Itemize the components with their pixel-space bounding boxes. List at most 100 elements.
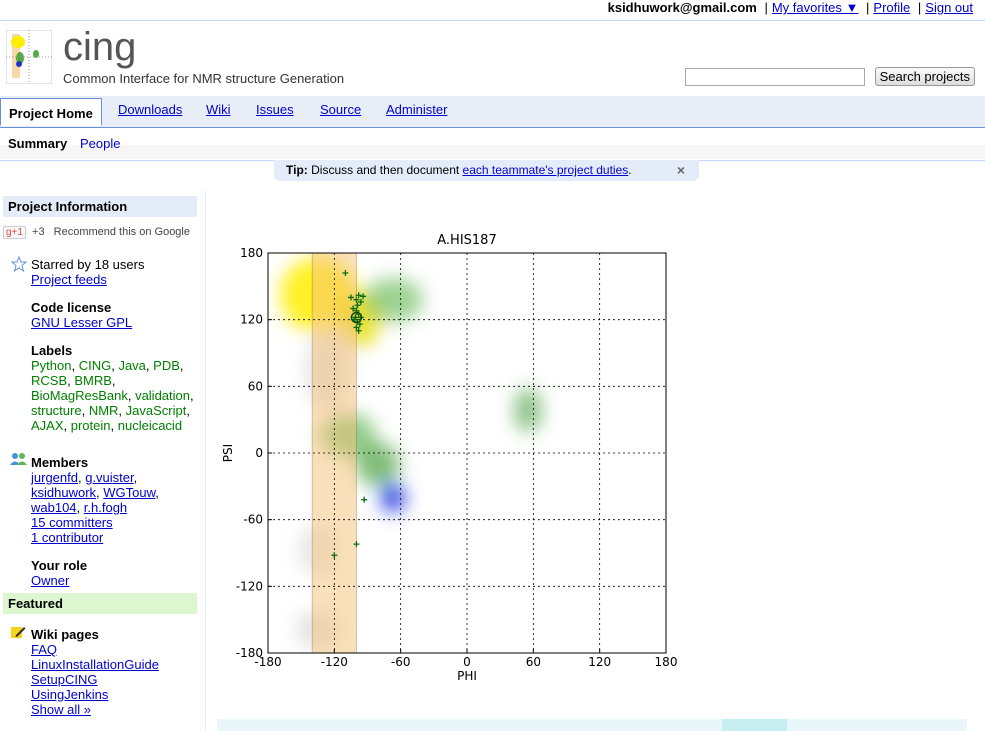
label-link[interactable]: CING: [78, 358, 112, 373]
x-axis-label: PHI: [457, 669, 477, 683]
wiki-link-faq[interactable]: FAQ: [31, 642, 58, 657]
data-point: [360, 293, 367, 300]
label-link[interactable]: Python: [31, 358, 72, 373]
wiki-pencil-icon: [11, 627, 26, 638]
sign-out-link[interactable]: Sign out: [925, 0, 973, 15]
search-box: Search projects: [685, 67, 975, 86]
x-tick-labels: -180 -120 -60 0 60 120 180: [254, 649, 677, 669]
members-icon: [10, 453, 27, 465]
tip-text: Discuss and then document: [307, 163, 463, 177]
member-link[interactable]: ksidhuwork: [31, 485, 97, 500]
code-license-link[interactable]: GNU Lesser GPL: [31, 315, 133, 330]
grid-lines: [268, 253, 666, 653]
subtab-people[interactable]: People: [80, 136, 121, 151]
tab-project-home[interactable]: Project Home: [0, 98, 102, 126]
member-link[interactable]: jurgenfd: [31, 470, 78, 485]
google-plus-count: +3: [32, 226, 45, 238]
project-logo[interactable]: [6, 30, 52, 84]
label-link[interactable]: RCSB: [31, 373, 68, 388]
role-link[interactable]: Owner: [31, 573, 70, 588]
y-tick-label: 60: [248, 379, 263, 393]
tab-wiki[interactable]: Wiki: [206, 102, 231, 117]
project-name[interactable]: cing: [63, 25, 137, 69]
project-information-heading: Project Information: [3, 196, 197, 217]
profile-link[interactable]: Profile: [873, 0, 911, 15]
contributor-link[interactable]: 1 contributor: [31, 530, 104, 545]
google-plus-button[interactable]: g+1: [3, 226, 26, 239]
label-link[interactable]: PDB: [153, 358, 180, 373]
sidebar: Project Information g+1 +3 Recommend thi…: [0, 190, 206, 731]
label-link[interactable]: JavaScript: [125, 403, 187, 418]
my-favorites-link[interactable]: My favorites ▼: [771, 0, 859, 15]
y-tick-label: -180: [236, 646, 263, 660]
data-point: [331, 552, 338, 559]
google-plus-text: Recommend this on Google: [53, 226, 190, 238]
members-section: Members jurgenfd, g.vuister, ksidhuwork,…: [31, 455, 201, 545]
member-link[interactable]: WGTouw: [103, 485, 156, 500]
label-link[interactable]: validation: [135, 388, 190, 403]
wiki-show-all-link[interactable]: Show all »: [31, 702, 91, 717]
code-license-title: Code license: [31, 300, 112, 315]
tip-banner: Tip: Discuss and then document each team…: [274, 160, 699, 181]
label-link[interactable]: NMR: [88, 403, 119, 418]
data-point: [357, 298, 364, 305]
search-input[interactable]: [685, 67, 865, 86]
x-tick-label: -120: [321, 655, 348, 669]
labels-section: Labels Python, CING, Java, PDB, RCSB, BM…: [31, 343, 201, 433]
x-tick-label: 0: [463, 655, 471, 669]
data-point: [361, 496, 368, 503]
label-link[interactable]: structure: [31, 403, 82, 418]
tab-downloads[interactable]: Downloads: [118, 102, 183, 117]
y-tick-label: -120: [236, 579, 263, 593]
sub-tabs: Summary People: [0, 128, 985, 161]
data-point: [347, 294, 354, 301]
member-link[interactable]: wab104: [31, 500, 77, 515]
tip-label: Tip:: [286, 163, 308, 177]
tab-administer[interactable]: Administer: [386, 102, 448, 117]
close-icon[interactable]: ×: [676, 162, 685, 178]
project-summary: Common Interface for NMR structure Gener…: [63, 71, 345, 86]
x-tick-label: 180: [655, 655, 678, 669]
x-tick-label: 60: [526, 655, 541, 669]
label-link[interactable]: nucleicacid: [117, 418, 183, 433]
y-tick-label: 180: [240, 246, 263, 260]
member-link[interactable]: g.vuister: [85, 470, 134, 485]
data-point: [355, 292, 362, 299]
wiki-link-using-jenkins[interactable]: UsingJenkins: [31, 687, 109, 702]
bottom-strip: [217, 719, 967, 731]
featured-heading: Featured: [3, 593, 197, 614]
user-bar: ksidhuwork@gmail.com | My favorites ▼ | Pr…: [607, 0, 973, 15]
tab-source[interactable]: Source: [320, 102, 362, 117]
chart-title: A.HIS187: [437, 233, 496, 248]
y-tick-label: -60: [243, 513, 263, 527]
data-point: [350, 305, 357, 312]
tip-link[interactable]: each teammate's project duties: [462, 163, 629, 177]
y-tick-labels: 180 120 60 0 -60 -120 -180: [236, 246, 272, 660]
member-link[interactable]: r.h.fogh: [83, 500, 128, 515]
data-point: [353, 324, 360, 331]
label-link[interactable]: Java: [118, 358, 146, 373]
committers-link[interactable]: 15 committers: [31, 515, 113, 530]
label-link[interactable]: AJAX: [31, 418, 64, 433]
label-link[interactable]: protein: [70, 418, 111, 433]
data-point: [353, 541, 360, 548]
project-header: cing Common Interface for NMR structure …: [0, 20, 985, 96]
y-tick-label: 120: [240, 313, 263, 327]
tab-issues[interactable]: Issues: [256, 102, 294, 117]
x-tick-label: -60: [391, 655, 411, 669]
data-point: [355, 327, 362, 334]
project-feeds-link[interactable]: Project feeds: [31, 272, 107, 287]
subtab-summary[interactable]: Summary: [8, 136, 68, 151]
average-point-marker: [350, 311, 363, 324]
label-link[interactable]: BioMagResBank: [31, 388, 128, 403]
ramachandran-plot: -180 -120 -60 0 60 120 180 180120600-60-120-18…: [221, 233, 677, 683]
label-link[interactable]: BMRB: [74, 373, 112, 388]
x-tick-label: 120: [588, 655, 611, 669]
y-axis-label: PSI: [221, 444, 235, 462]
wiki-link-setup-cing[interactable]: SetupCING: [31, 672, 98, 687]
wiki-section: Wiki pages FAQ LinuxInstallationGuide Se…: [31, 627, 159, 717]
star-icon[interactable]: [11, 256, 27, 272]
members-title: Members: [31, 455, 89, 470]
wiki-link-linux-installation[interactable]: LinuxInstallationGuide: [31, 657, 159, 672]
search-projects-button[interactable]: Search projects: [874, 67, 975, 86]
